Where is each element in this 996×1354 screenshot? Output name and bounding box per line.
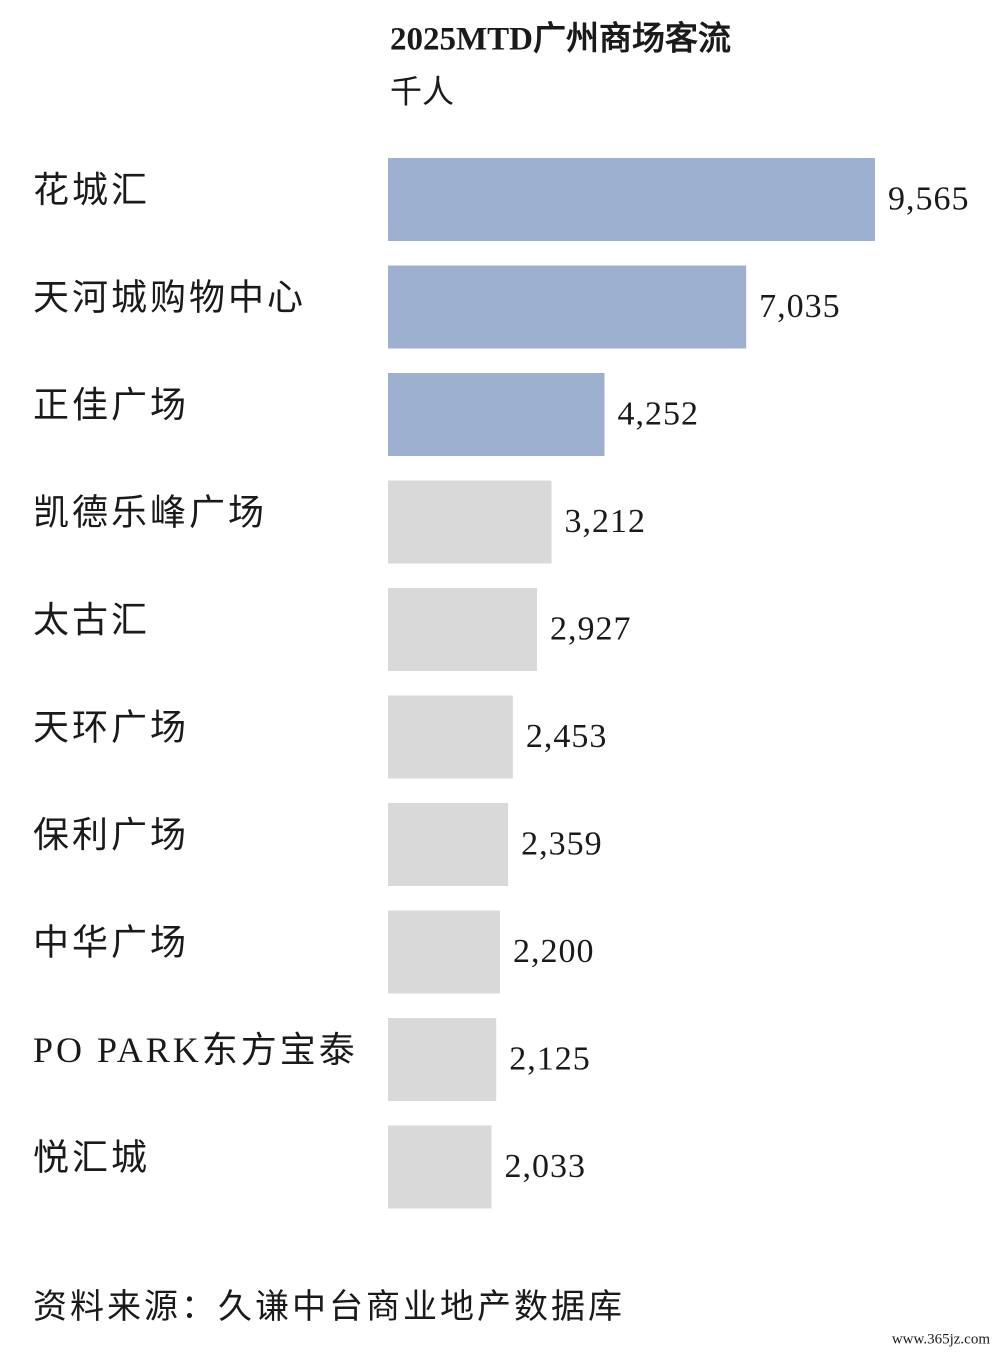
value-label: 3,212	[565, 503, 647, 540]
category-label: 凯德乐峰广场	[33, 492, 267, 532]
category-label: 花城汇	[33, 170, 150, 210]
chart-title: 2025MTD广州商场客流	[390, 20, 731, 58]
category-label: 中华广场	[33, 922, 189, 962]
category-label: 太古汇	[33, 600, 150, 640]
bar	[388, 803, 509, 886]
value-label: 9,565	[888, 180, 970, 217]
category-label: 天环广场	[33, 707, 189, 747]
value-label: 2,359	[521, 825, 603, 862]
bar	[388, 373, 605, 456]
chart-subtitle: 千人	[390, 73, 454, 109]
value-label: 2,125	[509, 1040, 591, 1077]
bar	[388, 480, 552, 564]
category-label: 天河城购物中心	[33, 277, 306, 317]
value-label: 2,033	[505, 1148, 587, 1185]
category-label: 保利广场	[33, 815, 189, 855]
bar	[388, 588, 538, 671]
category-label: 悦汇城	[33, 1137, 150, 1177]
value-label: 2,200	[513, 933, 595, 970]
value-label: 7,035	[759, 288, 841, 325]
category-label: PO PARK东方宝泰	[33, 1030, 358, 1070]
value-label: 2,927	[550, 610, 632, 647]
source-note: 资料来源：久谦中台商业地产数据库	[33, 1288, 625, 1326]
bar	[388, 695, 513, 779]
bar	[388, 1018, 497, 1101]
category-label: 正佳广场	[33, 385, 189, 425]
bar	[388, 265, 747, 349]
value-label: 4,252	[617, 395, 699, 432]
watermark: www.365jz.com	[892, 1331, 991, 1347]
bar	[388, 1125, 492, 1209]
bar	[388, 158, 875, 241]
bar	[388, 910, 501, 994]
value-label: 2,453	[526, 718, 608, 755]
